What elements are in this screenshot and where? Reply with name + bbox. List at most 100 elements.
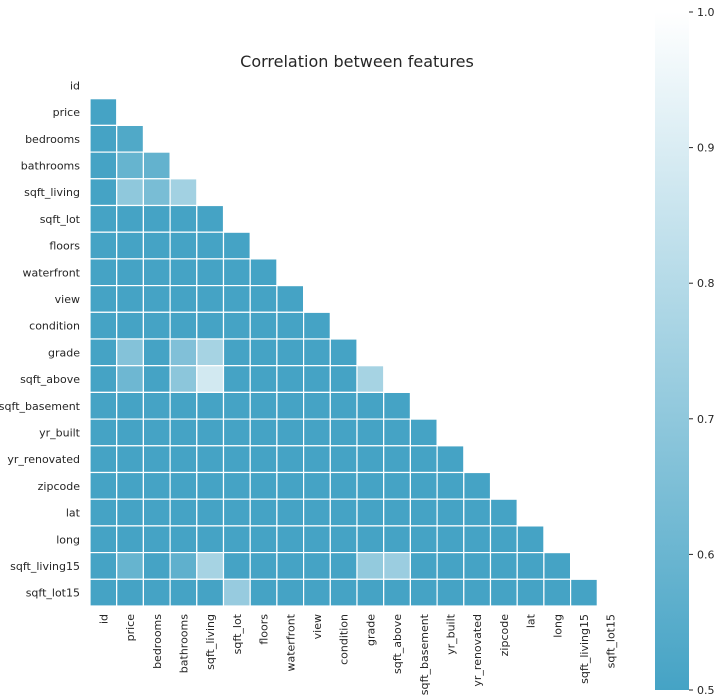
heatmap-cell-sqft_basement-floors [249, 391, 278, 420]
heatmap-cell-lat-yr_renovated [463, 498, 492, 527]
heatmap-cell-zipcode-price [116, 471, 144, 500]
heatmap-cell-sqft_living15-yr_renovated [463, 551, 492, 580]
colorbar [655, 12, 689, 690]
heatmap-cell-zipcode-yr_renovated [463, 471, 492, 500]
heatmap-cell-long-sqft_basement [409, 525, 438, 554]
y-tick-label: bathrooms [21, 159, 80, 172]
heatmap-cell-waterfront-id [89, 258, 118, 287]
colorbar-tick-label: 0.6 [697, 548, 715, 561]
heatmap-cell-sqft_basement-bedrooms [142, 391, 171, 420]
x-tick-label: bedrooms [151, 614, 164, 669]
heatmap-cell-grade-price [116, 338, 144, 367]
heatmap-cell-view-waterfront [276, 285, 305, 313]
heatmap-cells [89, 98, 598, 607]
heatmap-cell-lat-id [89, 498, 118, 527]
heatmap-cell-bathrooms-bedrooms [142, 151, 171, 180]
x-tick-label: sqft_living [204, 614, 217, 670]
heatmap-cell-sqft_above-condition [329, 365, 358, 394]
heatmap-cell-long-lat [516, 525, 545, 554]
heatmap-cell-grade-condition [329, 338, 358, 367]
heatmap-cell-lat-sqft_basement [409, 498, 438, 527]
heatmap-cell-grade-bathrooms [169, 338, 198, 367]
heatmap-cell-price-id [89, 98, 118, 126]
x-tick-label: long [551, 614, 564, 638]
heatmap-cell-sqft_lot15-view [303, 578, 331, 607]
heatmap-cell-yr_renovated-sqft_lot [222, 445, 251, 474]
heatmap-cell-yr_renovated-yr_built [436, 445, 465, 474]
heatmap-cell-waterfront-bathrooms [169, 258, 198, 287]
heatmap-cell-sqft_lot15-yr_built [436, 578, 465, 607]
heatmap-cell-sqft_lot15-long [543, 578, 572, 607]
heatmap-cell-lat-view [303, 498, 331, 527]
x-tick-label: yr_renovated [471, 614, 484, 687]
heatmap-cell-sqft_basement-id [89, 391, 118, 420]
heatmap-cell-sqft_lot15-sqft_lot [222, 578, 251, 607]
heatmap-cell-grade-floors [249, 338, 278, 367]
heatmap-cell-sqft_lot15-floors [249, 578, 278, 607]
heatmap-cell-sqft_lot-bedrooms [142, 204, 171, 233]
heatmap-cell-lat-sqft_above [383, 498, 412, 527]
colorbar-tick-label: 1.0 [697, 6, 715, 19]
y-tick-label: zipcode [38, 480, 81, 493]
heatmap-cell-sqft_living-id [89, 178, 118, 207]
heatmap-cell-grade-id [89, 338, 118, 367]
heatmap-cell-zipcode-id [89, 471, 118, 500]
heatmap-cell-floors-id [89, 231, 118, 260]
heatmap-cell-floors-price [116, 231, 144, 260]
heatmap-cell-long-price [116, 525, 144, 554]
heatmap-cell-view-bedrooms [142, 285, 171, 313]
x-tick-label: lat [525, 613, 538, 628]
heatmap-cell-sqft_above-bathrooms [169, 365, 198, 394]
heatmap-cell-zipcode-floors [249, 471, 278, 500]
heatmap-cell-condition-view [303, 311, 331, 340]
heatmap-cell-yr_built-condition [329, 418, 358, 447]
heatmap-cell-sqft_lot15-waterfront [276, 578, 305, 607]
heatmap-cell-sqft_living-bedrooms [142, 178, 171, 207]
heatmap-cell-sqft_lot15-id [89, 578, 118, 607]
y-tick-label: view [55, 293, 80, 306]
heatmap-cell-yr_renovated-view [303, 445, 331, 474]
heatmap-cell-bathrooms-id [89, 151, 118, 180]
heatmap-cell-zipcode-grade [356, 471, 385, 500]
y-tick-label: bedrooms [25, 133, 80, 146]
heatmap-cell-sqft_basement-view [303, 391, 331, 420]
y-tick-label: sqft_living [24, 186, 80, 199]
heatmap-cell-sqft_lot-price [116, 204, 144, 233]
heatmap-cell-long-bathrooms [169, 525, 198, 554]
y-tick-label: price [53, 106, 81, 119]
heatmap-cell-floors-bathrooms [169, 231, 198, 260]
heatmap-cell-sqft_above-sqft_living [196, 365, 225, 394]
heatmap-cell-waterfront-floors [249, 258, 278, 287]
heatmap-cell-condition-sqft_lot [222, 311, 251, 340]
x-tick-label: condition [338, 614, 351, 665]
heatmap-cell-sqft_living15-lat [516, 551, 545, 580]
heatmap-cell-floors-sqft_living [196, 231, 225, 260]
heatmap-cell-lat-sqft_living [196, 498, 225, 527]
heatmap-cell-sqft_lot15-zipcode [489, 578, 518, 607]
heatmap-cell-sqft_living15-sqft_living [196, 551, 225, 580]
heatmap-cell-sqft_living15-sqft_basement [409, 551, 438, 580]
heatmap-cell-yr_built-sqft_basement [409, 418, 438, 447]
heatmap-cell-yr_built-bedrooms [142, 418, 171, 447]
heatmap-cell-sqft_living15-sqft_above [383, 551, 412, 580]
heatmap-cell-sqft_lot15-yr_renovated [463, 578, 492, 607]
heatmap-cell-sqft_basement-sqft_above [383, 391, 412, 420]
heatmap-cell-long-waterfront [276, 525, 305, 554]
y-tick-label: long [56, 533, 80, 546]
heatmap-cell-zipcode-view [303, 471, 331, 500]
heatmap-cell-yr_renovated-sqft_living [196, 445, 225, 474]
colorbar-ticks: 0.5 0.6 0.7 0.8 0.9 1.0 [689, 6, 715, 697]
heatmap-cell-grade-waterfront [276, 338, 305, 367]
heatmap-cell-sqft_living15-sqft_lot [222, 551, 251, 580]
heatmap-cell-zipcode-sqft_living [196, 471, 225, 500]
y-tick-label: id [70, 79, 80, 92]
heatmap-cell-zipcode-bedrooms [142, 471, 171, 500]
heatmap-cell-view-sqft_lot [222, 285, 251, 313]
heatmap-cell-sqft_living-bathrooms [169, 178, 198, 207]
heatmap-cell-long-sqft_above [383, 525, 412, 554]
heatmap-cell-bedrooms-price [116, 124, 144, 153]
x-tick-label: waterfront [284, 613, 297, 671]
heatmap-cell-yr_renovated-condition [329, 445, 358, 474]
